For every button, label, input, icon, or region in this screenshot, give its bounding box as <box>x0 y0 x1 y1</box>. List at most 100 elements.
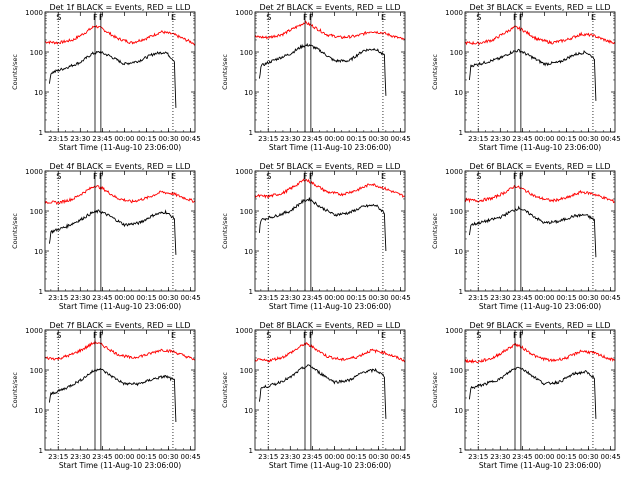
x-tick-label: 00:30 <box>158 453 178 461</box>
x-tick-label: 23:30 <box>70 453 90 461</box>
x-tick-label: 00:45 <box>180 294 200 302</box>
series-events-line <box>258 42 387 96</box>
x-tick-label: 23:15 <box>468 135 488 143</box>
series-events-line <box>468 48 597 101</box>
x-tick-label: 00:00 <box>534 294 554 302</box>
series-lld-line <box>464 342 616 364</box>
y-axis-label: Counts/sec <box>431 54 439 90</box>
x-tick-label: 00:00 <box>534 135 554 143</box>
x-tick-label: 00:30 <box>368 135 388 143</box>
y-axis-label: Counts/sec <box>221 54 229 90</box>
marker-label: S <box>476 331 481 340</box>
y-tick-label: 1 <box>39 288 43 296</box>
x-tick-label: 23:45 <box>92 135 112 143</box>
x-axis-label: Start Time (11-Aug-10 23:06:00) <box>59 461 181 470</box>
plot-frame <box>44 170 196 292</box>
marker-label: S <box>266 331 271 340</box>
y-tick-label: 1000 <box>445 168 463 176</box>
x-tick-label: 23:15 <box>48 294 68 302</box>
marker-label: F <box>303 172 308 181</box>
x-tick-label: 00:15 <box>136 135 156 143</box>
marker-label: F <box>309 172 314 181</box>
series-events-line <box>258 364 387 419</box>
series-lld-line <box>464 25 616 46</box>
x-tick-label: 00:15 <box>136 294 156 302</box>
y-tick-label: 100 <box>30 49 43 57</box>
series-lld-line <box>44 339 196 361</box>
x-axis-label: Start Time (11-Aug-10 23:06:00) <box>59 302 181 311</box>
x-tick-label: 00:00 <box>324 294 344 302</box>
y-tick-label: 1 <box>39 447 43 455</box>
marker-label: E <box>171 331 176 340</box>
x-tick-label: 23:45 <box>512 135 532 143</box>
x-tick-label: 23:30 <box>70 135 90 143</box>
y-tick-label: 10 <box>244 407 253 415</box>
x-tick-label: 23:15 <box>258 294 278 302</box>
x-tick-label: 00:15 <box>136 453 156 461</box>
x-tick-label: 00:15 <box>346 135 366 143</box>
x-tick-label: 00:45 <box>390 294 410 302</box>
x-axis-label: Start Time (11-Aug-10 23:06:00) <box>479 461 601 470</box>
marker-label: S <box>56 331 61 340</box>
x-tick-label: 23:15 <box>468 294 488 302</box>
plot-frame <box>254 11 406 133</box>
series-events-line <box>48 50 177 108</box>
x-tick-label: 23:15 <box>258 135 278 143</box>
x-tick-label: 23:45 <box>512 294 532 302</box>
x-tick-label: 00:15 <box>556 294 576 302</box>
y-axis-label: Counts/sec <box>221 372 229 408</box>
y-tick-label: 1000 <box>235 327 253 335</box>
plot-frame <box>254 329 406 451</box>
series-lld-line <box>464 185 616 204</box>
y-tick-label: 1000 <box>235 9 253 17</box>
x-tick-label: 23:45 <box>302 294 322 302</box>
marker-label: E <box>171 13 176 22</box>
chart-title: Det 3f BLACK = Events, RED = LLD <box>469 3 610 12</box>
x-tick-label: 00:45 <box>180 453 200 461</box>
y-tick-label: 10 <box>34 407 43 415</box>
series-lld-line <box>254 341 406 363</box>
y-tick-label: 1000 <box>25 168 43 176</box>
x-tick-label: 00:45 <box>180 135 200 143</box>
y-tick-label: 10 <box>34 89 43 97</box>
marker-label: F <box>99 172 104 181</box>
series-events-line <box>468 366 597 419</box>
x-tick-label: 00:30 <box>578 135 598 143</box>
y-tick-label: 1 <box>249 288 253 296</box>
y-tick-label: 100 <box>30 367 43 375</box>
y-tick-label: 1 <box>249 447 253 455</box>
y-tick-label: 1000 <box>25 9 43 17</box>
x-tick-label: 23:45 <box>92 453 112 461</box>
marker-label: F <box>519 13 524 22</box>
series-events-line <box>258 197 387 252</box>
y-tick-label: 10 <box>454 407 463 415</box>
x-tick-label: 00:30 <box>578 294 598 302</box>
y-tick-label: 100 <box>30 208 43 216</box>
y-axis-label: Counts/sec <box>11 213 19 249</box>
y-tick-label: 1000 <box>25 327 43 335</box>
y-tick-label: 10 <box>244 248 253 256</box>
chart-title: Det 6f BLACK = Events, RED = LLD <box>469 162 610 171</box>
marker-label: F <box>93 331 98 340</box>
y-axis-label: Counts/sec <box>221 213 229 249</box>
x-axis-label: Start Time (11-Aug-10 23:06:00) <box>479 143 601 152</box>
x-tick-label: 00:30 <box>158 135 178 143</box>
marker-label: F <box>303 13 308 22</box>
chart-title: Det 8f BLACK = Events, RED = LLD <box>259 321 400 330</box>
x-tick-label: 00:15 <box>346 453 366 461</box>
marker-label: S <box>476 172 481 181</box>
x-tick-label: 23:30 <box>280 453 300 461</box>
marker-label: E <box>591 172 596 181</box>
x-tick-label: 00:30 <box>578 453 598 461</box>
x-tick-label: 00:45 <box>600 453 620 461</box>
x-tick-label: 23:30 <box>490 453 510 461</box>
chart-title: Det 9f BLACK = Events, RED = LLD <box>469 321 610 330</box>
chart-title: Det 1f BLACK = Events, RED = LLD <box>49 3 190 12</box>
series-events-line <box>468 205 597 258</box>
x-tick-label: 23:30 <box>490 135 510 143</box>
marker-label: E <box>591 13 596 22</box>
x-tick-label: 23:45 <box>92 294 112 302</box>
